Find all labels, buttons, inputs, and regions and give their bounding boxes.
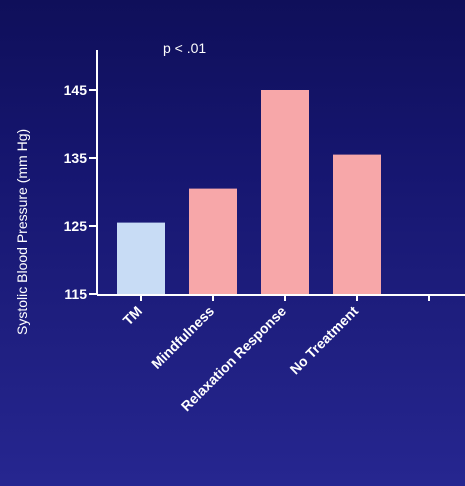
y-ticks-group: 115 125 135 145: [64, 82, 97, 302]
bar-no-treatment: [333, 154, 381, 294]
x-tick-label: TM: [120, 303, 146, 329]
bar-mindfulness: [189, 188, 237, 294]
y-tick-label: 145: [64, 82, 88, 98]
y-tick-label: 135: [64, 150, 88, 166]
x-tick-label: Mindfulness: [148, 303, 217, 372]
bar-tm: [117, 222, 165, 294]
bar-relaxation-response: [261, 90, 309, 294]
p-value-annotation: p < .01: [163, 40, 206, 56]
y-axis-label: Systolic Blood Pressure (mm Hg): [14, 129, 30, 335]
x-tick-label: No Treatment: [287, 303, 362, 378]
bars-group: [117, 90, 381, 294]
y-tick-label: 125: [64, 218, 88, 234]
y-tick-label: 115: [64, 286, 87, 302]
